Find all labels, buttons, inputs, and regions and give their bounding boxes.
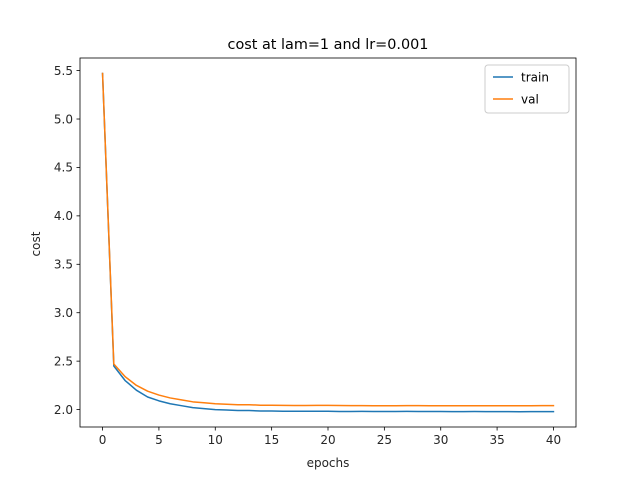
y-tick-label: 3.0 (54, 306, 73, 320)
x-tick-label: 0 (99, 433, 107, 447)
x-tick-label: 25 (377, 433, 392, 447)
x-tick-label: 40 (546, 433, 561, 447)
x-tick-label: 10 (208, 433, 223, 447)
y-tick-label: 2.0 (54, 403, 73, 417)
y-axis-title: cost (29, 231, 43, 256)
y-tick-label: 5.5 (54, 64, 73, 78)
y-tick-label: 3.5 (54, 258, 73, 272)
legend-label-train: train (521, 70, 549, 84)
x-axis-title: epochs (307, 456, 350, 470)
x-tick-label: 15 (264, 433, 279, 447)
x-tick-label: 35 (489, 433, 504, 447)
x-tick-label: 5 (155, 433, 163, 447)
chart-title: cost at lam=1 and lr=0.001 (228, 37, 429, 53)
y-tick-label: 4.0 (54, 209, 73, 223)
series-line-train (101, 72, 555, 413)
y-tick-label: 5.0 (54, 112, 73, 126)
axis-ticks: 0 5 10 15 20 25 30 35 40 2.0 2.5 3.0 3.5 4.0 4.5 5.0 5.5 (54, 64, 561, 447)
y-tick-label: 4.5 (54, 161, 73, 175)
x-tick-label: 20 (320, 433, 335, 447)
legend: train val (484, 64, 570, 114)
legend-label-val: val (521, 92, 539, 106)
x-tick-label: 30 (433, 433, 448, 447)
series-line-val (101, 72, 555, 407)
y-tick-label: 2.5 (54, 354, 73, 368)
